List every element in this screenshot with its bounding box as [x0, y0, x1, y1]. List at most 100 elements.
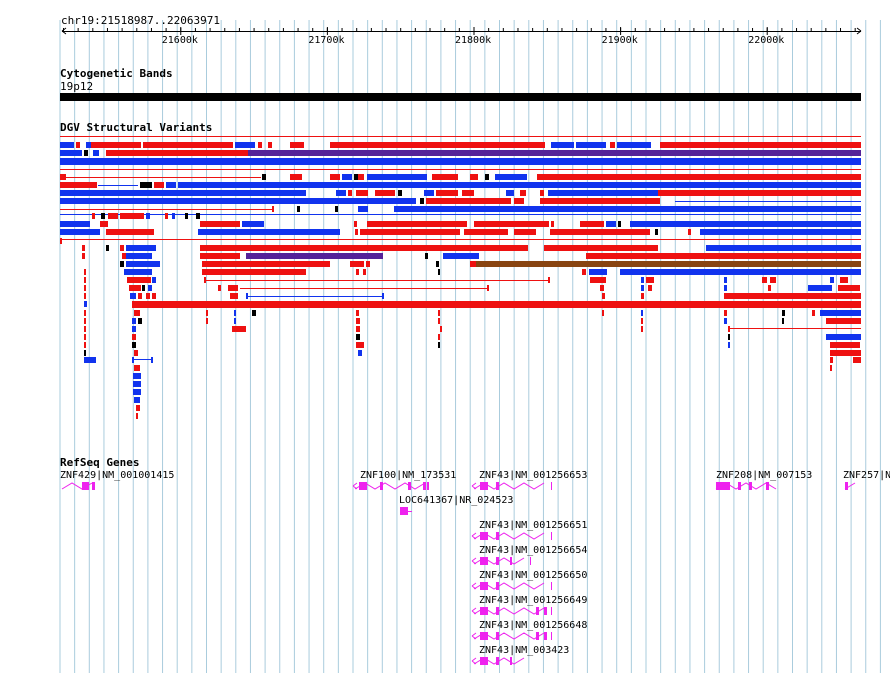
sv-feature[interactable]	[93, 150, 99, 156]
sv-feature[interactable]	[354, 174, 358, 180]
sv-feature[interactable]	[76, 142, 80, 148]
sv-feature[interactable]	[126, 253, 152, 259]
sv-feature[interactable]	[724, 318, 727, 324]
sv-feature[interactable]	[655, 229, 658, 235]
sv-feature[interactable]	[268, 142, 272, 148]
sv-feature[interactable]	[360, 229, 460, 235]
sv-feature[interactable]	[133, 389, 141, 395]
sv-feature[interactable]	[496, 482, 499, 490]
sv-feature[interactable]	[544, 607, 547, 615]
sv-feature[interactable]	[91, 142, 141, 148]
sv-feature[interactable]	[129, 285, 141, 291]
gene-label[interactable]: ZNF43|NM_001256650	[479, 570, 588, 581]
sv-feature[interactable]	[551, 582, 552, 590]
sv-feature[interactable]	[350, 261, 364, 267]
sv-feature[interactable]	[762, 277, 767, 283]
sv-feature[interactable]	[496, 632, 499, 640]
sv-feature[interactable]	[830, 342, 860, 348]
sv-feature[interactable]	[356, 190, 368, 196]
sv-feature[interactable]	[749, 482, 752, 490]
gene-label[interactable]: ZNF43|NM_003423	[479, 645, 570, 656]
sv-feature[interactable]	[548, 190, 658, 196]
sv-feature[interactable]	[356, 334, 360, 340]
sv-feature[interactable]	[84, 269, 86, 275]
sv-feature[interactable]	[506, 190, 514, 196]
sv-feature[interactable]	[86, 142, 91, 148]
sv-feature[interactable]	[544, 245, 658, 251]
sv-feature[interactable]	[438, 269, 440, 275]
sv-feature[interactable]	[602, 310, 604, 316]
sv-feature[interactable]	[60, 198, 416, 204]
sv-feature[interactable]	[540, 198, 660, 204]
sv-feature[interactable]	[120, 261, 124, 267]
sv-feature[interactable]	[728, 342, 730, 348]
sv-feature[interactable]	[826, 334, 861, 340]
sv-feature[interactable]	[630, 221, 861, 227]
sv-feature[interactable]	[84, 318, 86, 324]
sv-feature[interactable]	[582, 269, 586, 275]
sv-feature[interactable]	[830, 350, 861, 356]
sv-feature[interactable]	[436, 261, 439, 267]
sv-feature[interactable]	[242, 221, 264, 227]
sv-feature[interactable]	[82, 245, 85, 251]
sv-feature[interactable]	[122, 253, 126, 259]
sv-feature[interactable]	[146, 293, 150, 299]
sv-feature[interactable]	[641, 277, 644, 283]
sv-feature[interactable]	[724, 285, 727, 291]
sv-feature[interactable]	[436, 190, 458, 196]
sv-feature[interactable]	[530, 557, 531, 565]
sv-feature[interactable]	[438, 318, 440, 324]
sv-feature[interactable]	[248, 150, 861, 156]
sv-feature[interactable]	[610, 142, 615, 148]
sv-feature[interactable]	[120, 245, 124, 251]
sv-feature[interactable]	[617, 142, 651, 148]
sv-feature[interactable]	[480, 582, 488, 590]
sv-feature[interactable]	[537, 174, 861, 180]
sv-feature[interactable]	[152, 277, 156, 283]
sv-feature[interactable]	[782, 310, 785, 316]
sv-feature[interactable]	[728, 334, 730, 340]
sv-feature[interactable]	[132, 357, 134, 363]
gene-label[interactable]: ZNF257|N	[843, 470, 890, 481]
sv-feature[interactable]	[641, 318, 643, 324]
sv-feature[interactable]	[134, 350, 138, 356]
gene-label[interactable]: ZNF100|NM_173531	[360, 470, 457, 481]
sv-feature[interactable]	[335, 206, 338, 212]
sv-feature[interactable]	[92, 482, 95, 490]
sv-feature[interactable]	[140, 182, 144, 188]
sv-feature[interactable]	[496, 607, 499, 615]
gene-label[interactable]: ZNF43|NM_001256653	[479, 470, 588, 481]
sv-feature[interactable]	[724, 293, 861, 299]
sv-feature[interactable]	[514, 229, 536, 235]
sv-feature[interactable]	[438, 310, 440, 316]
sv-feature[interactable]	[84, 310, 86, 316]
sv-feature[interactable]	[845, 482, 848, 490]
sv-feature[interactable]	[60, 221, 90, 227]
sv-feature[interactable]	[84, 357, 96, 363]
sv-feature[interactable]	[142, 285, 145, 291]
sv-feature[interactable]	[200, 245, 528, 251]
sv-feature[interactable]	[380, 482, 383, 490]
sv-feature[interactable]	[290, 174, 302, 180]
sv-feature[interactable]	[768, 285, 771, 291]
sv-feature[interactable]	[60, 182, 97, 188]
sv-feature[interactable]	[782, 318, 784, 324]
sv-feature[interactable]	[185, 213, 188, 219]
sv-feature[interactable]	[60, 174, 66, 180]
sv-feature[interactable]	[408, 482, 411, 490]
sv-feature[interactable]	[602, 293, 605, 299]
sv-feature[interactable]	[228, 285, 238, 291]
sv-feature[interactable]	[510, 657, 512, 665]
sv-feature[interactable]	[514, 198, 524, 204]
sv-feature[interactable]	[487, 285, 489, 291]
ruler-axis[interactable]	[62, 31, 861, 32]
sv-feature[interactable]	[375, 190, 395, 196]
sv-feature[interactable]	[728, 326, 730, 332]
sv-feature[interactable]	[590, 277, 606, 283]
sv-feature[interactable]	[178, 182, 861, 188]
sv-feature[interactable]	[423, 482, 426, 490]
sv-feature[interactable]	[700, 229, 861, 235]
cytoband-bar[interactable]	[60, 93, 861, 101]
sv-feature[interactable]	[106, 150, 248, 156]
sv-feature[interactable]	[132, 318, 136, 324]
